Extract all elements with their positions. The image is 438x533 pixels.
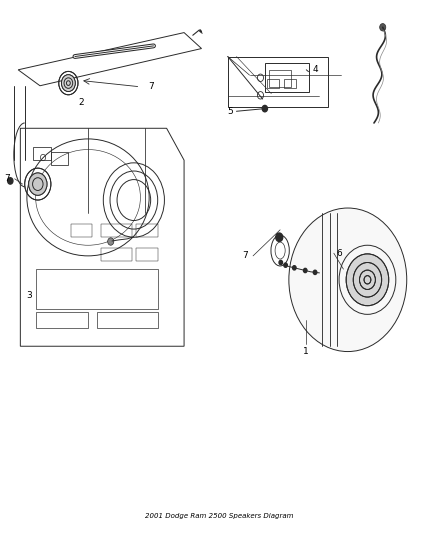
Circle shape xyxy=(276,233,283,241)
Bar xyxy=(136,248,158,261)
Circle shape xyxy=(304,268,307,272)
Circle shape xyxy=(293,266,296,270)
Circle shape xyxy=(380,23,386,31)
Text: 6: 6 xyxy=(336,249,342,258)
Circle shape xyxy=(61,75,75,92)
Text: 2: 2 xyxy=(79,98,84,107)
Text: 4: 4 xyxy=(312,66,318,74)
Text: 5: 5 xyxy=(227,107,233,116)
Bar xyxy=(267,79,279,88)
Bar xyxy=(71,224,92,237)
Text: 2001 Dodge Ram 2500 Speakers Diagram: 2001 Dodge Ram 2500 Speakers Diagram xyxy=(145,513,293,519)
Text: 1: 1 xyxy=(304,347,309,356)
Circle shape xyxy=(284,263,287,267)
Circle shape xyxy=(28,173,47,195)
Circle shape xyxy=(279,261,283,265)
Circle shape xyxy=(8,177,13,184)
Bar xyxy=(136,224,158,237)
Text: 3: 3 xyxy=(26,291,32,300)
Circle shape xyxy=(346,254,389,306)
Bar xyxy=(101,248,132,261)
Text: 7: 7 xyxy=(4,174,10,183)
Text: 7: 7 xyxy=(242,252,248,260)
Circle shape xyxy=(108,238,114,245)
Circle shape xyxy=(262,106,268,112)
Bar xyxy=(35,312,88,328)
Bar xyxy=(284,79,296,88)
Circle shape xyxy=(313,270,317,274)
Text: 7: 7 xyxy=(148,82,154,91)
Bar xyxy=(101,224,132,237)
Polygon shape xyxy=(199,29,202,34)
Bar xyxy=(35,269,158,309)
Bar xyxy=(265,63,308,92)
Ellipse shape xyxy=(271,235,289,266)
Bar xyxy=(97,312,158,328)
Bar xyxy=(269,70,291,87)
Circle shape xyxy=(289,208,407,352)
